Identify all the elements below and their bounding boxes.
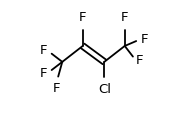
Text: F: F bbox=[141, 33, 148, 46]
Text: F: F bbox=[40, 67, 48, 80]
Text: F: F bbox=[79, 11, 86, 24]
Text: F: F bbox=[121, 11, 128, 24]
Text: F: F bbox=[53, 82, 60, 95]
Text: Cl: Cl bbox=[98, 83, 111, 96]
Text: F: F bbox=[136, 54, 144, 67]
Text: F: F bbox=[40, 44, 48, 57]
